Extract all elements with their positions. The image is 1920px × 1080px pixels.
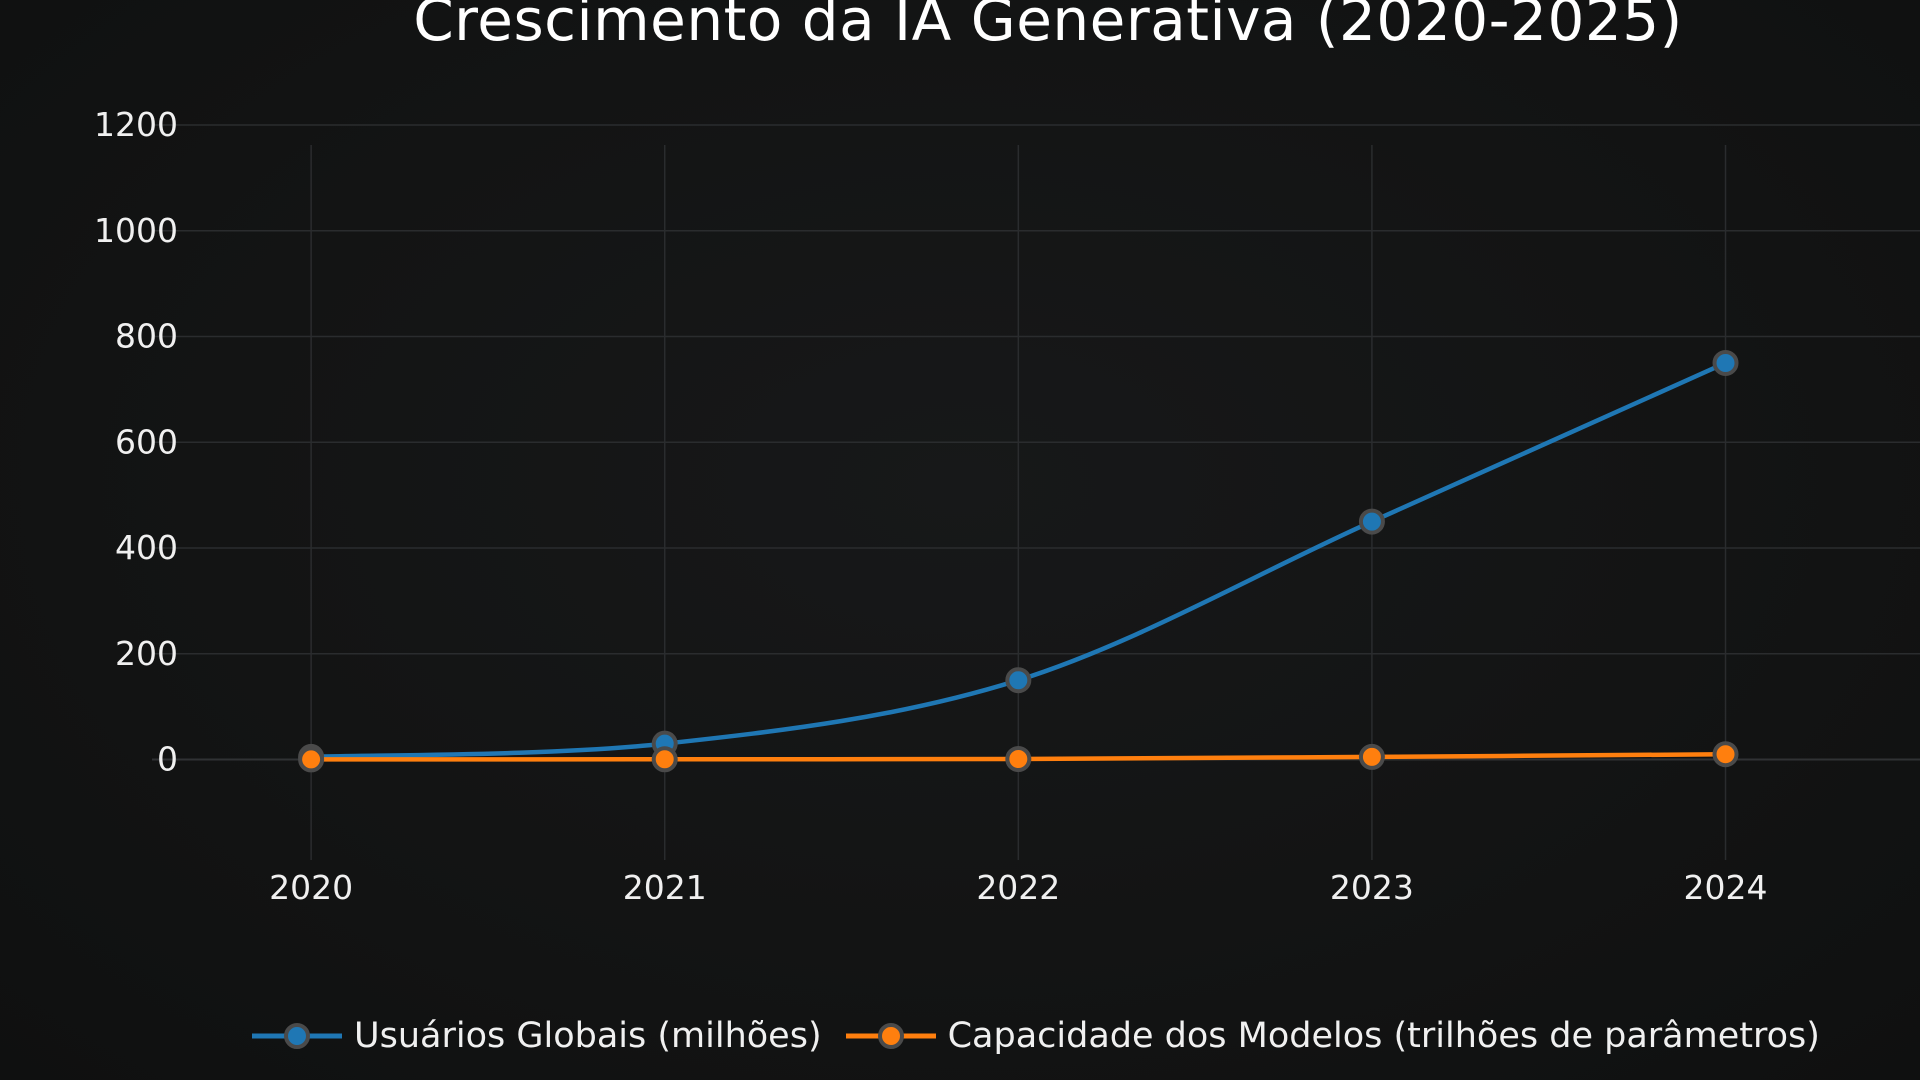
series-point-1 <box>298 746 325 773</box>
series-point-1 <box>651 746 678 773</box>
y-tick-label: 1200 <box>94 105 178 144</box>
grid-layer <box>152 124 1920 860</box>
y-tick-label: 0 <box>157 740 178 779</box>
legend-marker-capacity <box>877 1023 904 1049</box>
x-tick-label: 2024 <box>1684 868 1768 907</box>
y-tick-label: 400 <box>115 528 178 567</box>
legend-swatch-capacity <box>845 1023 936 1049</box>
legend-label-users: Usuários Globais (milhões) <box>354 1016 822 1056</box>
x-tick-label: 2020 <box>269 868 353 907</box>
y-tick-label: 600 <box>115 422 178 461</box>
x-tick-label: 2022 <box>976 868 1060 907</box>
y-tick-label: 200 <box>115 634 178 673</box>
legend-marker-users <box>284 1023 310 1049</box>
series-point-0 <box>1712 349 1739 376</box>
legend-label-capacity: Capacidade dos Modelos (trilhões de parâ… <box>947 1016 1820 1056</box>
series-point-0 <box>1005 667 1032 694</box>
legend-item-users[interactable]: Usuários Globais (milhões) <box>252 1016 822 1056</box>
axis-layer: 0 200 400 600 800 1000 1200 2020 2021 2022 2023 202… <box>94 105 1767 907</box>
series-point-1 <box>1712 741 1739 768</box>
chart-title: Crescimento da IA Generativa (2020-2025) <box>413 0 1683 54</box>
series-point-1 <box>1005 746 1032 773</box>
series-point-1 <box>1358 743 1385 770</box>
legend-item-capacity[interactable]: Capacidade dos Modelos (trilhões de parâ… <box>845 1016 1820 1056</box>
chart-legend: Usuários Globais (milhões) Capacidade do… <box>252 1012 1844 1060</box>
x-tick-label: 2023 <box>1330 868 1414 907</box>
y-tick-label: 800 <box>115 317 178 356</box>
legend-swatch-users <box>252 1023 342 1049</box>
series-point-0 <box>1358 508 1385 535</box>
x-tick-label: 2021 <box>623 868 707 907</box>
y-tick-label: 1000 <box>94 211 178 250</box>
series-layer <box>298 349 1739 773</box>
